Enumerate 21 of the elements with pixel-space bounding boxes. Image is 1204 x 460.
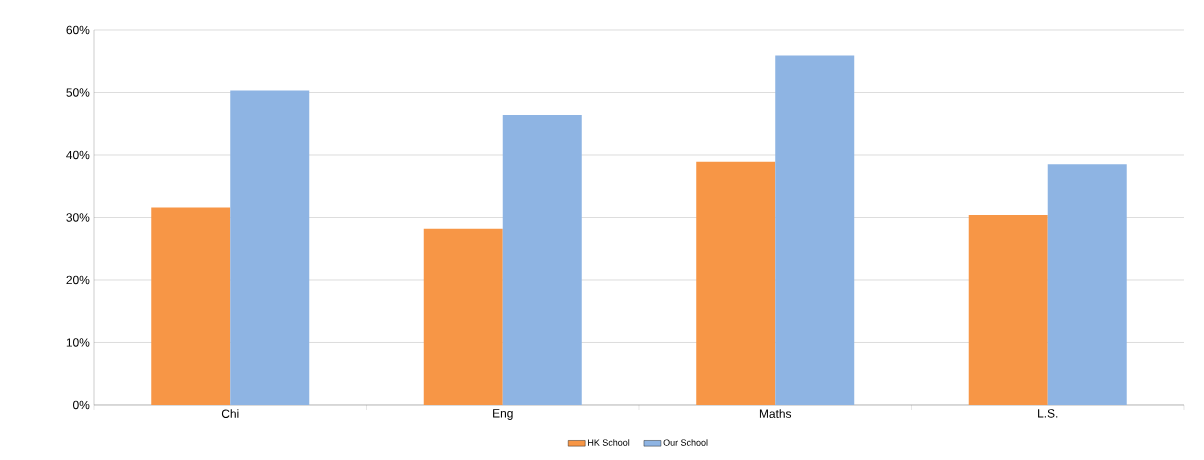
y-tick-label: 40% <box>66 150 90 160</box>
bar <box>423 228 503 405</box>
legend-label: Our School <box>663 439 708 446</box>
bar <box>1047 164 1127 405</box>
x-tick-label: Maths <box>759 409 792 418</box>
y-tick-label: 50% <box>66 88 90 97</box>
y-tick-label: 30% <box>66 213 90 222</box>
bar <box>502 114 582 405</box>
bar <box>696 161 776 405</box>
x-tick-label: Eng <box>493 409 513 420</box>
x-tick-label: Chi <box>221 409 239 418</box>
y-tick-label: 60% <box>66 25 90 35</box>
bar <box>151 207 231 405</box>
y-tick-label: 20% <box>66 275 90 285</box>
legend-label: HK School <box>588 439 630 446</box>
y-tick-label: 10% <box>66 338 90 347</box>
y-tick-label: 0% <box>73 400 90 410</box>
bar <box>968 214 1048 405</box>
x-tick-label: L.S. <box>1038 409 1058 418</box>
bar <box>230 90 310 405</box>
bar <box>775 55 855 405</box>
